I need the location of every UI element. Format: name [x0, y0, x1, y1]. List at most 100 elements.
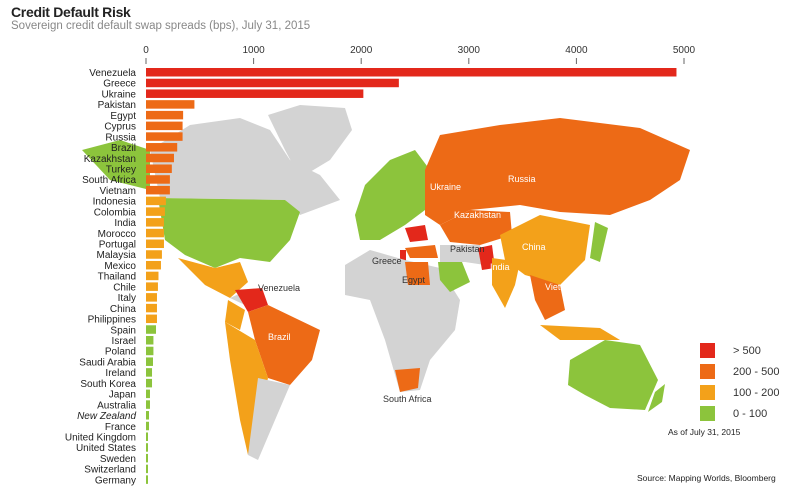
- category-label: Sweden: [100, 454, 136, 465]
- chart-subtitle: Sovereign credit default swap spreads (b…: [11, 20, 311, 32]
- map-label: Ukraine: [430, 182, 461, 192]
- map-label: Egypt: [402, 275, 426, 285]
- x-tick-label: 0: [143, 45, 149, 56]
- bar: [146, 218, 164, 227]
- bar: [146, 303, 157, 313]
- bar: [146, 368, 153, 377]
- category-label: China: [110, 304, 137, 315]
- bar: [146, 78, 399, 88]
- map-label: China: [522, 242, 546, 252]
- category-label: Brazil: [111, 143, 136, 154]
- map-southeast-asia: [530, 275, 565, 320]
- category-label: Pakistan: [98, 100, 136, 111]
- legend: > 500 200 - 500 100 - 200 0 - 100: [700, 340, 779, 424]
- bar: [146, 196, 166, 206]
- category-label: India: [114, 218, 136, 229]
- bar: [146, 378, 153, 388]
- bar: [146, 132, 183, 141]
- legend-swatch: [700, 385, 715, 400]
- category-label: Italy: [118, 293, 136, 304]
- legend-label: > 500: [733, 344, 761, 357]
- bar: [146, 250, 162, 259]
- map-europe: [355, 150, 430, 240]
- map-saudi-arabia: [438, 262, 470, 292]
- legend-swatch: [700, 343, 715, 358]
- map-label: Pakistan: [450, 244, 485, 254]
- map-label: Greece: [372, 256, 402, 266]
- bar: [146, 475, 148, 484]
- category-label: Poland: [105, 347, 136, 358]
- category-label: New Zealand: [77, 411, 136, 422]
- category-label: Malaysia: [97, 250, 137, 261]
- bar: [146, 175, 170, 184]
- category-label: Turkey: [106, 164, 136, 175]
- category-label: Russia: [105, 132, 136, 143]
- map-china: [500, 215, 590, 285]
- category-label: South Korea: [80, 379, 136, 390]
- bar: [146, 260, 161, 270]
- category-label: Indonesia: [93, 197, 137, 208]
- bar: [146, 400, 150, 409]
- map-label: Brazil: [268, 332, 291, 342]
- bar: [146, 464, 148, 474]
- map-africa: [345, 250, 460, 392]
- category-label: Kazakhstan: [84, 154, 136, 165]
- bar: [146, 121, 183, 131]
- bar: [146, 432, 148, 441]
- bar: [146, 68, 677, 77]
- map-russia: [425, 118, 690, 225]
- category-label: Germany: [95, 475, 136, 486]
- legend-item: > 500: [700, 340, 779, 361]
- category-label: Israel: [112, 336, 136, 347]
- bar: [146, 336, 154, 345]
- map-japan: [590, 222, 608, 262]
- bar: [146, 164, 172, 173]
- map-colombia: [225, 300, 245, 330]
- map-pakistan: [478, 245, 495, 270]
- map-kazakhstan: [440, 210, 512, 245]
- chart-title: Credit Default Risk: [11, 4, 131, 20]
- map-australia: [568, 340, 658, 410]
- category-label: Philippines: [88, 315, 136, 326]
- category-label: Cyprus: [104, 122, 136, 133]
- world-map: VenezuelaBrazilGreeceEgyptPakistanIndiaC…: [82, 105, 690, 460]
- legend-label: 0 - 100: [733, 407, 768, 420]
- bar: [146, 282, 158, 291]
- bar: [146, 153, 174, 163]
- map-new-zealand: [648, 384, 665, 412]
- map-label: South Africa: [383, 394, 432, 404]
- bar: [146, 346, 154, 356]
- category-label: Greece: [103, 79, 136, 90]
- category-label: United States: [76, 443, 136, 454]
- legend-item: 0 - 100: [700, 403, 779, 424]
- map-alaska: [82, 140, 150, 190]
- category-label: Australia: [97, 400, 136, 411]
- bar: [146, 185, 170, 195]
- bar: [146, 207, 165, 216]
- map-label: Russia: [508, 174, 536, 184]
- as-of-note: As of July 31, 2015: [668, 427, 741, 437]
- map-indonesia: [540, 325, 620, 340]
- bar: [146, 293, 157, 302]
- map-label: Venezuela: [258, 283, 300, 293]
- x-tick-label: 3000: [458, 45, 481, 56]
- category-label: Japan: [109, 390, 136, 401]
- map-label: Kazakhstan: [454, 210, 501, 220]
- map-united-states: [158, 198, 300, 268]
- category-label: France: [105, 422, 137, 433]
- category-label: Colombia: [94, 207, 137, 218]
- bar: [146, 443, 148, 452]
- bar: [146, 411, 150, 420]
- x-tick-label: 5000: [673, 45, 696, 56]
- x-tick-label: 1000: [242, 45, 265, 56]
- map-egypt: [405, 262, 430, 285]
- category-label: Chile: [113, 282, 136, 293]
- map-ukraine: [405, 225, 428, 242]
- category-label: Spain: [110, 325, 136, 336]
- bar: [146, 143, 178, 152]
- category-label: Egypt: [110, 111, 136, 122]
- bar: [146, 325, 157, 334]
- bar: [146, 100, 195, 109]
